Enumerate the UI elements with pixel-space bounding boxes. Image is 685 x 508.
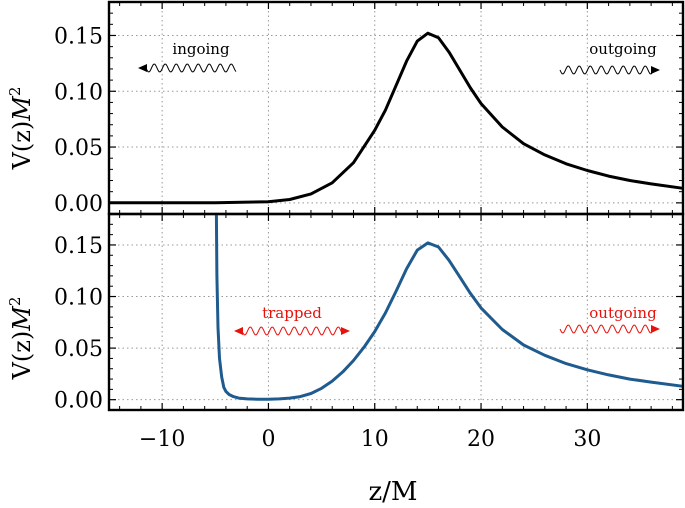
top-y-tick-labels: 0.00 0.05 0.10 0.15 xyxy=(54,24,103,216)
y-tick-label: 0.00 xyxy=(54,192,103,217)
x-tick-label: −10 xyxy=(139,427,185,452)
bottom-annotations: trapped outgoing xyxy=(234,304,660,336)
arrow-head xyxy=(651,66,660,74)
top-y-axis-label: V(z)M2 xyxy=(6,87,36,171)
y-tick-label: 0.15 xyxy=(54,234,103,259)
y-tick-label: 0.10 xyxy=(54,80,103,105)
x-tick-label: 0 xyxy=(261,427,275,452)
bottom-frame xyxy=(107,212,685,412)
top-grid xyxy=(109,2,683,214)
annotation-outgoing: outgoing xyxy=(559,40,660,75)
x-tick-label: 10 xyxy=(361,427,389,452)
top-frame xyxy=(107,0,685,216)
wavy-arrow xyxy=(559,324,653,334)
y-tick-label: 0.15 xyxy=(54,24,103,49)
bottom-panel: 0.00 0.05 0.10 0.15 −10 0 10 20 30 trapped outgo… xyxy=(6,212,685,452)
x-tick-label: 20 xyxy=(467,427,495,452)
wavy-arrow xyxy=(241,326,343,336)
top-ticks xyxy=(109,2,683,214)
bottom-y-tick-labels: 0.00 0.05 0.10 0.15 xyxy=(54,234,103,414)
y-tick-label: 0.00 xyxy=(54,389,103,414)
annotation-trapped: trapped xyxy=(234,304,350,336)
bottom-grid xyxy=(109,214,683,410)
annotation-label: outgoing xyxy=(589,304,657,322)
annotation-outgoing: outgoing xyxy=(559,304,660,334)
x-tick-labels: −10 0 10 20 30 xyxy=(139,427,601,452)
annotation-label: outgoing xyxy=(589,40,657,58)
top-panel: 0.00 0.05 0.10 0.15 ingoing outgoing V(z)M2 xyxy=(6,0,685,217)
bottom-potential-curve xyxy=(214,213,684,401)
annotation-label: ingoing xyxy=(172,40,230,58)
top-annotations: ingoing outgoing xyxy=(138,40,660,75)
x-axis-label: z/M xyxy=(368,477,417,507)
y-tick-label: 0.10 xyxy=(54,286,103,311)
arrow-head xyxy=(651,325,660,333)
annotation-label: trapped xyxy=(262,304,322,322)
top-potential-curve xyxy=(109,31,684,205)
arrow-head xyxy=(138,64,147,72)
wavy-arrow xyxy=(559,65,653,75)
arrow-head xyxy=(234,327,243,335)
y-tick-label: 0.05 xyxy=(54,337,103,362)
annotation-ingoing: ingoing xyxy=(138,40,237,73)
wavy-arrow xyxy=(145,63,237,73)
y-tick-label: 0.05 xyxy=(54,136,103,161)
bottom-y-axis-label: V(z)M2 xyxy=(6,297,36,381)
x-tick-label: 30 xyxy=(573,427,601,452)
arrow-head xyxy=(341,327,350,335)
